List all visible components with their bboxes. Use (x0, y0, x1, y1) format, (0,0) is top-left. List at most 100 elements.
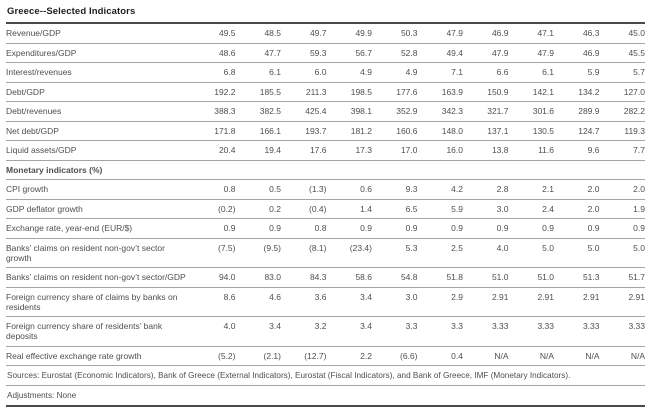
value-cell: 94.0 (190, 267, 236, 288)
value-cell: 148.0 (417, 121, 463, 141)
value-cell: 2.0 (554, 199, 600, 219)
value-cell: 47.9 (417, 24, 463, 44)
value-cell: 0.2 (235, 199, 281, 219)
value-cell: N/A (463, 346, 509, 366)
value-cell: 321.7 (463, 101, 509, 122)
value-cell: 46.9 (554, 43, 600, 63)
table-row: GDP deflator growth (0.2) 0.2 (0.4) 1.4 6.5 5.… (6, 199, 645, 219)
value-cell: 2.1 (508, 179, 554, 200)
value-cell: 58.6 (326, 267, 372, 288)
value-cell: 47.7 (235, 43, 281, 63)
adjustments-note: Adjustments: None (6, 386, 645, 407)
value-cell: 45.0 (599, 24, 645, 44)
value-cell: 7.1 (417, 62, 463, 83)
value-cell: 1.4 (326, 199, 372, 219)
value-cell: (8.1) (281, 238, 327, 268)
value-cell: 6.5 (372, 199, 418, 219)
value-cell: 0.9 (554, 218, 600, 239)
value-cell: 0.8 (190, 179, 236, 200)
value-cell: 0.9 (372, 218, 418, 239)
row-label: GDP deflator growth (6, 199, 190, 219)
value-cell: 1.9 (599, 199, 645, 219)
value-cell: 211.3 (281, 82, 327, 102)
value-cell: 17.6 (281, 140, 327, 161)
value-cell: 2.0 (599, 179, 645, 200)
value-cell: 11.6 (508, 140, 554, 161)
value-cell: 16.0 (417, 140, 463, 161)
value-cell: 2.91 (599, 287, 645, 317)
value-cell: 289.9 (554, 101, 600, 122)
value-cell: 49.9 (326, 24, 372, 44)
row-label: Foreign currency share of claims by bank… (6, 287, 190, 317)
section-header: Monetary indicators (%) (6, 160, 645, 180)
value-cell: 181.2 (326, 121, 372, 141)
value-cell: 51.3 (554, 267, 600, 288)
row-label: Debt/revenues (6, 101, 190, 122)
value-cell: 2.0 (554, 179, 600, 200)
value-cell: 84.3 (281, 267, 327, 288)
value-cell: 3.0 (372, 287, 418, 317)
value-cell: 51.8 (417, 267, 463, 288)
value-cell: (7.5) (190, 238, 236, 268)
value-cell: 388.3 (190, 101, 236, 122)
value-cell: 48.6 (190, 43, 236, 63)
value-cell: 0.9 (235, 218, 281, 239)
table-row: Foreign currency share of residents’ ban… (6, 316, 645, 347)
value-cell: 0.6 (326, 179, 372, 200)
value-cell: 177.6 (372, 82, 418, 102)
row-label: Real effective exchange rate growth (6, 346, 190, 366)
value-cell: 9.6 (554, 140, 600, 161)
table-title: Greece--Selected Indicators (6, 2, 645, 24)
value-cell: 5.0 (599, 238, 645, 268)
value-cell: 130.5 (508, 121, 554, 141)
value-cell: 4.0 (190, 316, 236, 347)
value-cell: 0.4 (417, 346, 463, 366)
value-cell: 47.9 (463, 43, 509, 63)
row-label: Expenditures/GDP (6, 43, 190, 63)
table-row: CPI growth 0.8 0.5 (1.3) 0.6 9.3 4.2 2.8 2.1 2.0 2… (6, 179, 645, 200)
indicators-table: Revenue/GDP 49.5 48.5 49.7 49.9 50.3 47.9 46.9 4… (6, 24, 645, 366)
value-cell: 45.5 (599, 43, 645, 63)
value-cell: 4.6 (235, 287, 281, 317)
table-row: Real effective exchange rate growth (5.2)… (6, 346, 645, 366)
value-cell: (6.6) (372, 346, 418, 366)
value-cell: 425.4 (281, 101, 327, 122)
value-cell: 163.9 (417, 82, 463, 102)
row-label: CPI growth (6, 179, 190, 200)
table-row: Debt/GDP 192.2 185.5 211.3 198.5 177.6 163.9 15… (6, 82, 645, 102)
value-cell: 6.6 (463, 62, 509, 83)
value-cell: 3.4 (235, 316, 281, 347)
value-cell: 2.8 (463, 179, 509, 200)
value-cell: 137.1 (463, 121, 509, 141)
value-cell: 0.9 (463, 218, 509, 239)
value-cell: 47.1 (508, 24, 554, 44)
table-row: Revenue/GDP 49.5 48.5 49.7 49.9 50.3 47.9 46.9 4… (6, 24, 645, 44)
value-cell: (9.5) (235, 238, 281, 268)
value-cell: 2.91 (508, 287, 554, 317)
value-cell: 17.0 (372, 140, 418, 161)
table-row: Banks’ claims on resident non-gov’t sect… (6, 267, 645, 288)
value-cell: 46.3 (554, 24, 600, 44)
row-label: Exchange rate, year-end (EUR/$) (6, 218, 190, 239)
value-cell: 301.6 (508, 101, 554, 122)
table-row: Expenditures/GDP 48.6 47.7 59.3 56.7 52.8 49.4… (6, 43, 645, 63)
section-header-row: Monetary indicators (%) (6, 160, 645, 180)
value-cell: 7.7 (599, 140, 645, 161)
value-cell: (5.2) (190, 346, 236, 366)
value-cell: 171.8 (190, 121, 236, 141)
value-cell: 193.7 (281, 121, 327, 141)
value-cell: 3.3 (372, 316, 418, 347)
row-label: Debt/GDP (6, 82, 190, 102)
value-cell: 198.5 (326, 82, 372, 102)
value-cell: 134.2 (554, 82, 600, 102)
value-cell: 3.33 (554, 316, 600, 347)
table-row: Liquid assets/GDP 20.4 19.4 17.6 17.3 17.0 16.… (6, 140, 645, 161)
value-cell: 342.3 (417, 101, 463, 122)
table-row: Banks’ claims on resident non-gov’t sect… (6, 238, 645, 268)
value-cell: 352.9 (372, 101, 418, 122)
value-cell: N/A (599, 346, 645, 366)
value-cell: 17.3 (326, 140, 372, 161)
row-label: Revenue/GDP (6, 24, 190, 44)
value-cell: 3.4 (326, 287, 372, 317)
